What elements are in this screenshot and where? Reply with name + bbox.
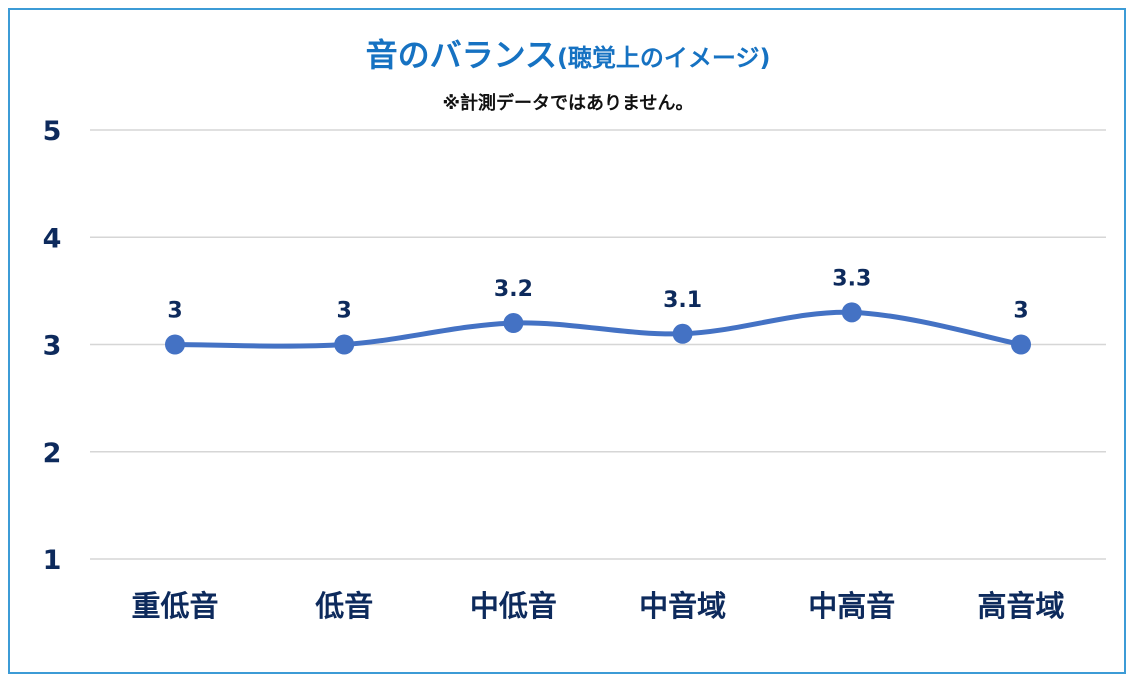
data-label: 3 xyxy=(167,299,182,324)
chart-subtitle: ※計測データではありません。 xyxy=(443,92,694,114)
x-tick-label: 重低音 xyxy=(131,589,218,623)
x-axis-ticks: 重低音 低音 中低音 中音域 中高音 高音域 xyxy=(131,589,1064,623)
series-line xyxy=(172,309,1024,349)
data-label: 3.3 xyxy=(832,266,871,291)
y-axis-ticks: 5 4 3 2 1 xyxy=(43,116,62,576)
x-tick-label: 低音 xyxy=(314,589,373,623)
y-tick-label: 4 xyxy=(43,223,62,254)
chart-frame xyxy=(8,8,1126,674)
data-labels: 3 3 3.2 3.1 3.3 3 xyxy=(167,266,1028,323)
data-point xyxy=(503,313,524,334)
y-tick-label: 1 xyxy=(43,545,62,576)
x-tick-label: 中低音 xyxy=(470,589,557,623)
x-tick-label: 中音域 xyxy=(639,589,726,623)
chart-title-suffix: (聴覚上のイメージ) xyxy=(557,44,770,72)
chart-title: 音のバランス(聴覚上のイメージ) xyxy=(366,36,771,74)
data-point xyxy=(1011,334,1031,355)
data-point xyxy=(672,323,693,344)
series-points xyxy=(165,302,1031,355)
data-label: 3.2 xyxy=(494,277,533,302)
x-tick-label: 中高音 xyxy=(808,589,895,623)
chart-title-main: 音のバランス xyxy=(366,36,557,74)
data-point xyxy=(334,334,355,355)
series-line-group xyxy=(172,309,1024,349)
data-label: 3.1 xyxy=(663,288,702,313)
y-tick-label: 5 xyxy=(43,116,62,147)
data-label: 3 xyxy=(1013,299,1028,324)
y-tick-label: 3 xyxy=(43,331,62,362)
y-tick-label: 2 xyxy=(43,438,62,469)
data-point xyxy=(165,334,185,355)
data-label: 3 xyxy=(337,299,352,324)
data-point xyxy=(841,302,862,323)
x-tick-label: 高音域 xyxy=(977,589,1064,623)
